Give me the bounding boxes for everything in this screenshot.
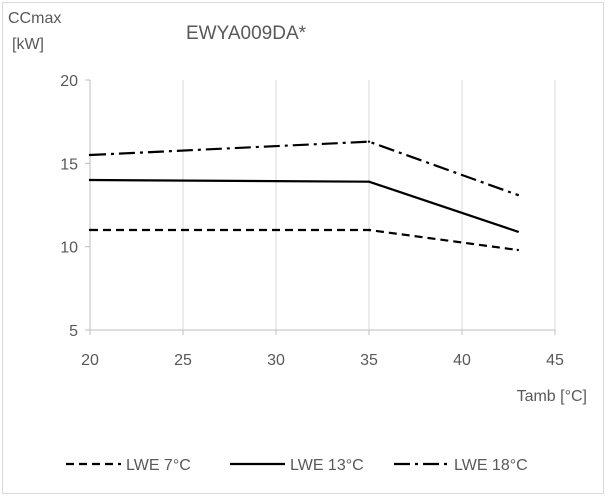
legend: LWE 7°C LWE 13°C LWE 18°C bbox=[66, 457, 528, 474]
x-tick-label-20: 20 bbox=[81, 352, 99, 369]
series-line-3 bbox=[89, 140, 519, 197]
series-2-point-1 bbox=[88, 178, 92, 182]
y-axis-label-line1: CCmax bbox=[8, 10, 61, 27]
series-2-point-2 bbox=[367, 180, 371, 183]
series-line-2 bbox=[89, 178, 519, 233]
x-tick-label-25: 25 bbox=[174, 352, 192, 369]
chart-title: EWYA009DA* bbox=[186, 23, 307, 44]
series-lines bbox=[88, 140, 519, 252]
series-1-point-2 bbox=[367, 228, 371, 232]
y-tick-label-20: 20 bbox=[60, 73, 78, 90]
x-axis-label: Tamb [°C] bbox=[517, 388, 587, 405]
chart-frame bbox=[2, 2, 604, 494]
legend-label-2: LWE 13°C bbox=[290, 457, 364, 474]
y-axis-label-line2: [kW] bbox=[12, 36, 44, 53]
axes bbox=[85, 79, 556, 335]
series-3-point-2 bbox=[367, 140, 371, 143]
x-tick-label-45: 45 bbox=[546, 352, 564, 369]
legend-label-1: LWE 7°C bbox=[126, 457, 191, 474]
series-3-point-3 bbox=[516, 193, 519, 197]
x-tick-label-35: 35 bbox=[360, 352, 378, 369]
x-tick-label-30: 30 bbox=[267, 352, 285, 369]
series-line-1 bbox=[90, 228, 518, 252]
y-tick-label-10: 10 bbox=[60, 240, 78, 257]
y-tick-label-5: 5 bbox=[69, 323, 78, 340]
x-tick-label-40: 40 bbox=[453, 352, 471, 369]
tick-labels: 5 10 15 20 20 25 30 35 40 45 bbox=[60, 73, 564, 369]
y-tick-label-15: 15 bbox=[60, 156, 78, 173]
series-2-point-3 bbox=[516, 230, 519, 233]
legend-label-3: LWE 18°C bbox=[454, 457, 528, 474]
series-1-point-3 bbox=[516, 248, 519, 252]
series-3-point-1 bbox=[88, 153, 92, 157]
series-1-point-1 bbox=[88, 228, 92, 232]
grid-lines bbox=[182, 80, 556, 330]
